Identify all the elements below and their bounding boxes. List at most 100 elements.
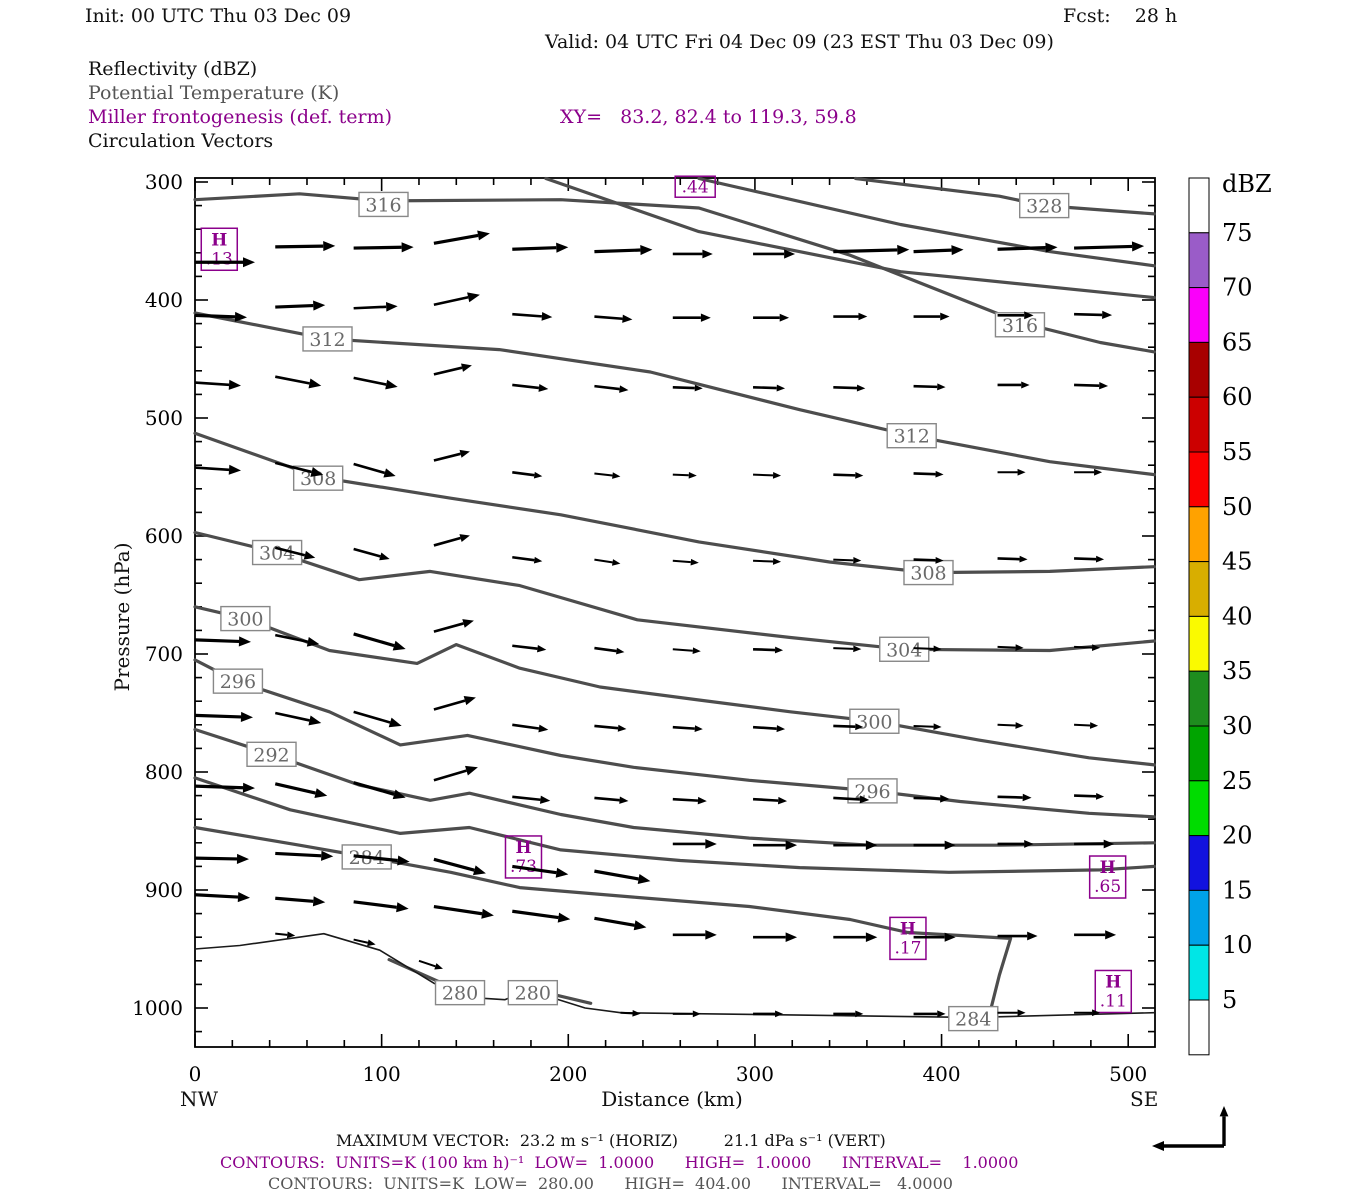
vector-arrow (433, 622, 464, 633)
vector-arrow-head (1105, 930, 1117, 940)
vector-arrow (418, 959, 436, 968)
vector-arrow (833, 724, 856, 729)
vector-arrow-head (858, 312, 868, 321)
contour-line-284 (619, 1011, 1156, 1019)
vector-arrow-head (705, 839, 717, 849)
vector-arrow-head (557, 912, 571, 923)
contour-line-300 (193, 605, 1156, 767)
vector-arrow-head (785, 840, 798, 850)
vector-arrow-head (303, 550, 316, 560)
contour-line-312 (193, 311, 1156, 477)
colorbar-segment (1188, 615, 1210, 672)
contour-label-box (507, 979, 559, 1006)
colorbar-segment (1188, 396, 1210, 453)
contour-label: 292 (253, 744, 289, 766)
vector-arrow (353, 900, 397, 909)
vector-arrow-head (388, 717, 402, 728)
vector-arrow-head (619, 796, 629, 804)
colorbar-label: 25 (1222, 767, 1253, 795)
vector-arrow-head (688, 471, 697, 479)
h-marker-box (674, 175, 716, 198)
reference-vector-legend (1152, 1106, 1229, 1152)
vector-arrow (274, 461, 312, 474)
contour-line-292 (193, 727, 1156, 847)
contour-label: 284 (955, 1009, 991, 1031)
colorbar-segment (1188, 561, 1210, 617)
contour-label-box (849, 708, 900, 734)
colorbar-label: 55 (1222, 438, 1253, 466)
vector-arrow-head (308, 378, 322, 389)
vector-arrow-head (312, 896, 326, 907)
vector-arrow-head (397, 855, 410, 866)
vector-arrow (833, 796, 861, 801)
vector-arrow (594, 558, 613, 564)
colorbar-label: 45 (1222, 548, 1253, 576)
h-marker-letter: H (1105, 972, 1121, 992)
colorbar-label: 60 (1222, 383, 1253, 411)
vector-arrow-head (1095, 555, 1105, 563)
vector-arrow (274, 546, 306, 557)
vector-arrow (194, 381, 230, 387)
vector-arrow (1074, 312, 1103, 317)
vector-arrow-head (1017, 468, 1026, 476)
vector-arrow-head (616, 647, 625, 655)
vector-arrow (353, 547, 381, 558)
vector-arrow (512, 246, 557, 251)
vector-arrow (512, 795, 541, 802)
vector-arrow (274, 782, 316, 795)
vector-arrow-head (396, 902, 409, 913)
vector-arrow-head (539, 795, 551, 804)
colorbar: dBZ 75 70 65 60 55 50 45 40 35 30 25 20 15 10 5 (1188, 170, 1272, 1056)
vector-arrow (353, 781, 395, 796)
vector-arrow (194, 313, 236, 319)
vector-arrow-head (459, 449, 470, 458)
contour-label-box (302, 326, 353, 352)
h-marker-letter: H (1100, 858, 1116, 878)
vector-arrow-head (776, 384, 786, 392)
vector-arrow (913, 472, 936, 476)
vector-arrow (594, 315, 623, 321)
vector-arrow-head (242, 782, 255, 793)
vector-arrow-head (462, 619, 474, 628)
colorbar-label: 15 (1222, 876, 1253, 904)
vector-arrow-head (541, 312, 553, 321)
vector-arrow-head (385, 379, 398, 390)
vector-arrow-head (240, 711, 253, 722)
vector-arrow-head (1024, 840, 1034, 848)
vector-arrow-head (777, 796, 788, 805)
contour-label-box (886, 423, 937, 449)
vector-arrow-head (944, 840, 956, 850)
vector-arrow-head (694, 725, 703, 732)
colorbar-label: 35 (1222, 657, 1253, 685)
vector-arrow-head (951, 245, 964, 256)
colorbar-segment (1188, 232, 1210, 289)
contour-label: 312 (894, 426, 930, 448)
contour-label: 280 (515, 983, 551, 1005)
vector-arrow-head (937, 1010, 946, 1018)
x-axis-right-end-label: SE (1130, 1087, 1159, 1111)
vector-arrow-head (776, 725, 786, 733)
vector-arrow-head (853, 645, 862, 653)
contour-line-328 (854, 176, 1156, 216)
vector-arrow (353, 462, 386, 475)
theta-contour-lines (193, 176, 1156, 1019)
vector-arrow-head (1102, 310, 1113, 320)
vector-arrow-head (537, 644, 547, 653)
vector-arrow (512, 909, 559, 920)
vector-arrow (512, 864, 557, 875)
vector-arrow (1074, 723, 1091, 727)
vector-arrow (512, 470, 535, 477)
vector-arrow (512, 312, 542, 318)
vector-arrow (512, 555, 535, 562)
colorbar-label: 10 (1222, 931, 1253, 959)
vector-arrow (997, 557, 1020, 561)
vector-arrow-head (321, 850, 334, 861)
vector-arrow-head (622, 314, 633, 323)
vector-arrow-head (937, 383, 946, 391)
vector-arrow-head (935, 470, 944, 478)
contour-label: 300 (856, 711, 892, 733)
vector-arrow-head (859, 795, 870, 804)
vector-arrow-head (401, 242, 414, 253)
contour-label: 296 (220, 671, 256, 693)
vector-arrow (433, 857, 475, 872)
